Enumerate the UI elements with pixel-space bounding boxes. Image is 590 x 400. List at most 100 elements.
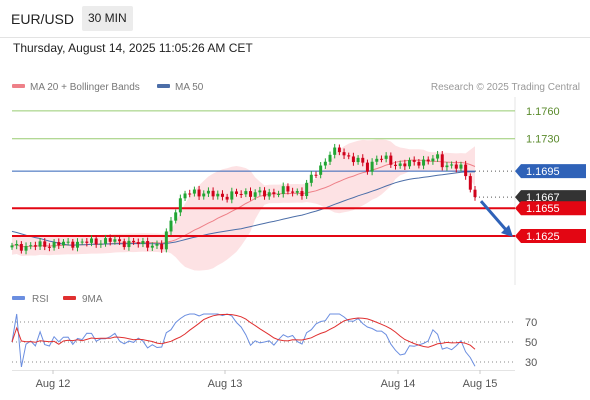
- candle: [309, 171, 313, 187]
- candle: [43, 238, 47, 251]
- candle: [393, 161, 397, 170]
- candle: [403, 159, 407, 171]
- price-levels: [12, 110, 515, 238]
- candle: [71, 238, 75, 251]
- candle: [408, 157, 412, 169]
- candle: [253, 189, 257, 200]
- svg-text:1.1625: 1.1625: [526, 231, 560, 243]
- candle: [220, 190, 224, 201]
- candle: [202, 190, 206, 200]
- ma50-path: [11, 171, 476, 246]
- candle: [333, 143, 337, 159]
- candle: [286, 183, 290, 195]
- candle: [66, 237, 70, 246]
- candle: [29, 242, 33, 250]
- candle: [459, 161, 463, 172]
- candle: [188, 189, 192, 198]
- candle: [365, 159, 369, 175]
- candle: [314, 171, 318, 178]
- candles: [10, 143, 477, 255]
- ma50-legend-swatch: [157, 84, 170, 88]
- rsi-grid: 70 50 30: [12, 317, 537, 367]
- candle: [146, 237, 150, 252]
- price-chart: MA 20 + Bollinger Bands MA 50 Research ©…: [10, 82, 586, 285]
- instrument-title: EUR/USD: [11, 11, 75, 27]
- candle: [450, 161, 454, 169]
- candle: [291, 187, 295, 197]
- candle: [370, 158, 374, 176]
- candle: [52, 239, 56, 251]
- candle: [361, 154, 365, 167]
- candle: [164, 228, 168, 253]
- candle: [10, 242, 14, 250]
- candle: [141, 237, 145, 248]
- candle: [104, 234, 108, 247]
- candle: [239, 190, 243, 199]
- candle: [216, 190, 220, 200]
- candle: [375, 155, 379, 166]
- candle: [183, 190, 187, 201]
- candle: [258, 186, 262, 196]
- support-2-label: 1.1625: [515, 229, 586, 244]
- candle: [389, 152, 393, 168]
- candle: [15, 240, 19, 250]
- ma50-legend-label: MA 50: [175, 82, 204, 93]
- candle: [234, 188, 238, 197]
- candle: [356, 155, 360, 165]
- candle: [436, 150, 440, 162]
- rsi-tick-label: 50: [525, 337, 537, 349]
- time-tick-label: Aug 15: [463, 378, 498, 390]
- candle: [337, 144, 341, 156]
- candle: [473, 186, 477, 201]
- candle: [249, 187, 253, 201]
- candle: [319, 162, 323, 179]
- candle: [108, 234, 112, 246]
- candle: [347, 152, 351, 160]
- ma50-line: [11, 171, 476, 246]
- rsi-ma-legend-swatch: [63, 296, 76, 300]
- rsi-legend-label: RSI: [32, 294, 49, 305]
- time-axis: Aug 12 Aug 13 Aug 14 Aug 15: [12, 370, 515, 390]
- svg-text:1.1760: 1.1760: [526, 106, 560, 118]
- timestamp: Thursday, August 14, 2025 11:05:26 AM CE…: [13, 41, 253, 55]
- candle: [211, 187, 215, 200]
- candle: [267, 188, 271, 200]
- candle: [80, 238, 84, 245]
- rsi-tick-label: 30: [525, 357, 537, 367]
- rsi-chart: RSI 9MA 70 50 30: [11, 294, 537, 367]
- candle: [150, 242, 154, 251]
- rsi-ma-line: [11, 313, 476, 350]
- candle: [90, 235, 94, 247]
- candle: [136, 238, 140, 248]
- time-ticks: Aug 12 Aug 13 Aug 14 Aug 15: [36, 370, 498, 390]
- rsi-tick-label: 70: [525, 317, 537, 329]
- svg-text:1.1655: 1.1655: [526, 203, 560, 215]
- candle: [440, 151, 444, 171]
- candle: [398, 160, 402, 169]
- candle: [19, 241, 23, 254]
- candle: [328, 151, 332, 166]
- candle: [113, 236, 117, 245]
- candle: [169, 216, 173, 236]
- candle: [244, 188, 248, 198]
- candle: [272, 188, 276, 198]
- rsi-lines: [11, 313, 476, 367]
- candle: [426, 156, 430, 165]
- candle: [422, 155, 426, 170]
- ma20-legend-label: MA 20 + Bollinger Bands: [30, 82, 140, 93]
- candle: [300, 187, 304, 200]
- candle: [206, 187, 210, 197]
- candle: [174, 209, 178, 224]
- last-price-label: 1.1667: [515, 190, 586, 205]
- resistance-1-label: 1.1730: [526, 134, 560, 146]
- support-1-label: 1.1655: [515, 201, 586, 216]
- candle: [94, 235, 98, 248]
- candle: [454, 160, 458, 173]
- candle: [160, 240, 164, 253]
- candle: [417, 159, 421, 169]
- interval-button[interactable]: 30 MIN: [82, 6, 133, 31]
- candle: [323, 158, 327, 169]
- rsi-legend-swatch: [12, 296, 25, 300]
- candle: [464, 160, 468, 180]
